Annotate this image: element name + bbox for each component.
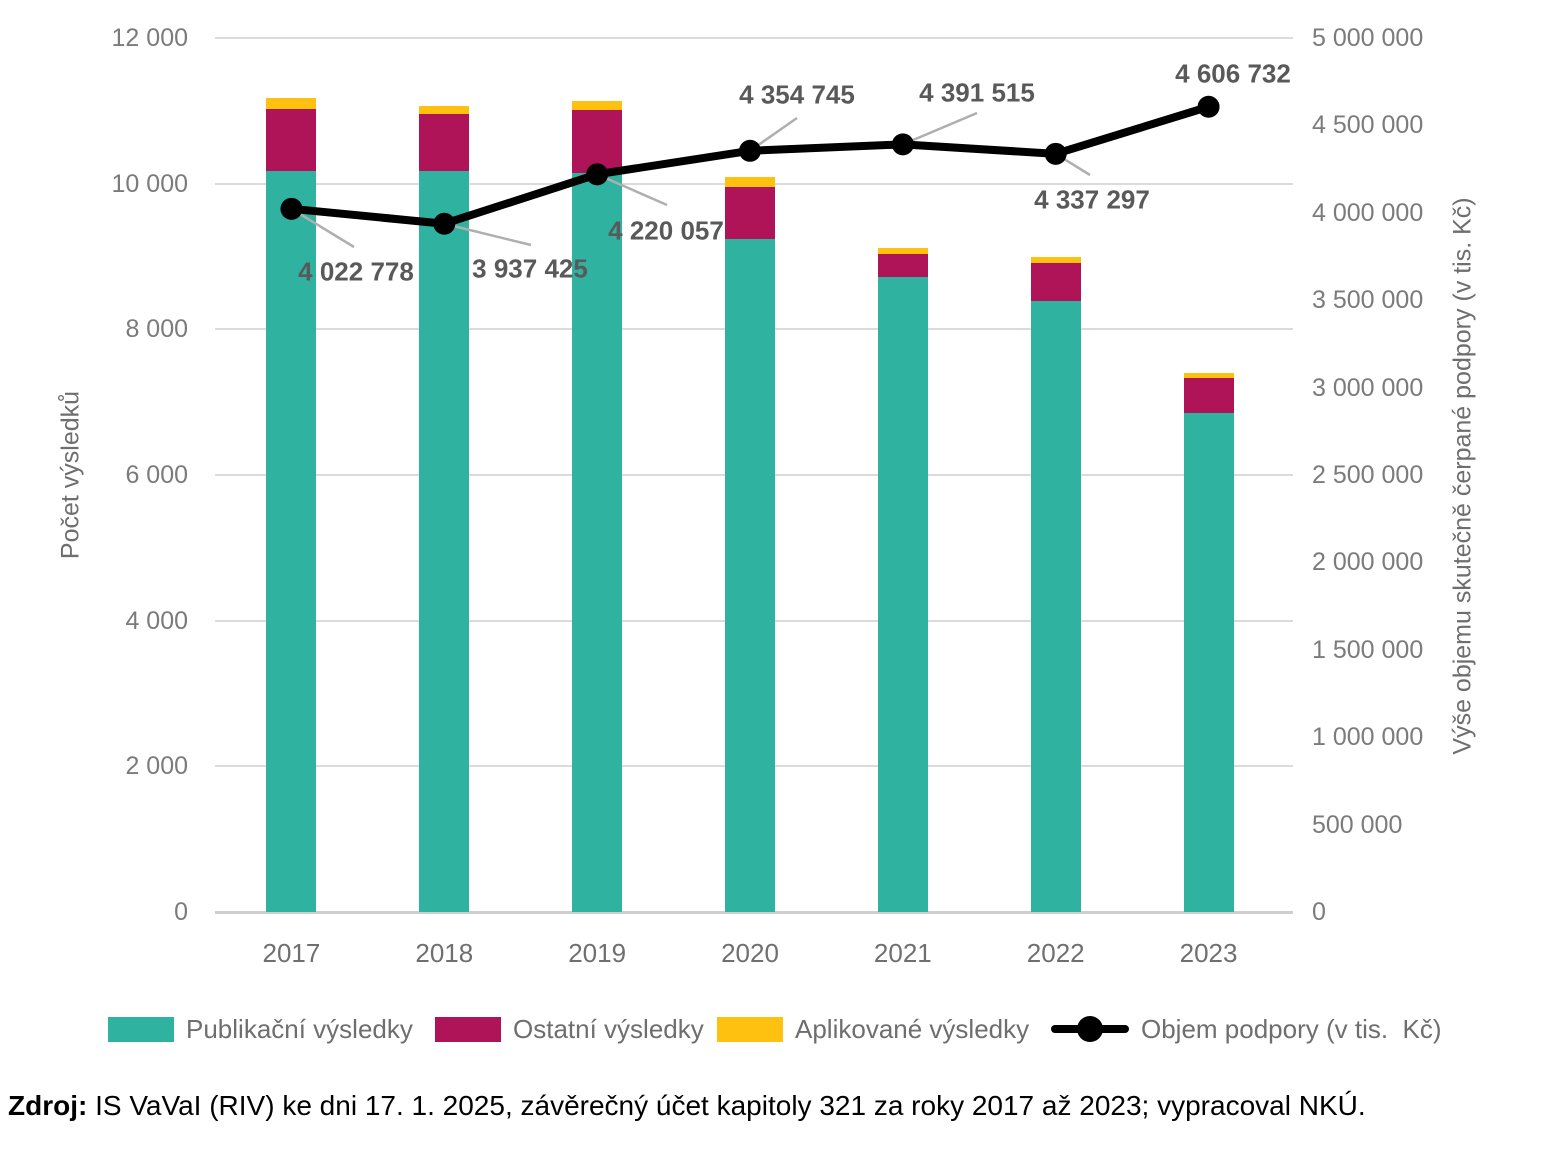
y-axis-right-tick-label: 4 000 000: [1312, 198, 1424, 227]
y-axis-left-tick-label: 12 000: [111, 24, 188, 52]
y-axis-right-tick-label: 2 500 000: [1312, 461, 1424, 489]
x-axis-line: [215, 911, 1293, 914]
line-point-data-label: 3 937 425: [472, 253, 588, 284]
y-axis-right-tick-label: 3 000 000: [1312, 373, 1424, 402]
line-point-marker: [586, 163, 609, 186]
bar-segment-ostatni: [1030, 263, 1081, 301]
bar-segment-ostatni: [266, 108, 317, 172]
bar-segment-publikacni: [572, 173, 623, 912]
y-axis-left-tick-label: 0: [174, 898, 188, 926]
legend-label-aplikovane: Aplikované výsledky: [795, 1013, 1030, 1044]
bar-segment-publikacni: [1183, 413, 1234, 912]
y-axis-right-tick-label: 4 500 000: [1312, 111, 1424, 140]
bar-segment-publikacni: [1030, 300, 1081, 912]
bar-segment-ostatni: [572, 110, 623, 174]
source-note-prefix: Zdroj:: [8, 1090, 88, 1121]
y-axis-right-tick-label: 500 000: [1312, 810, 1403, 839]
y-axis-left-tick-label: 8 000: [125, 315, 188, 344]
x-axis-label: 2023: [1179, 938, 1238, 968]
y-axis-right-tick-label: 0: [1312, 898, 1326, 926]
legend-label-publikacni: Publikační výsledky: [186, 1013, 413, 1044]
y-axis-right-tick-label: 3 500 000: [1312, 286, 1424, 315]
legend-item-objem-podpory: Objem podpory (v tis. Kč): [1051, 1006, 1442, 1052]
line-point-marker: [891, 133, 914, 156]
bar-segment-publikacni: [877, 276, 928, 912]
data-label-leader-line: [290, 207, 355, 249]
legend-swatch-publikacni: [108, 1016, 174, 1042]
legend-item-ostatni-vysledky: Ostatní výsledky: [435, 1006, 704, 1052]
source-note: Zdroj: IS VaVaI (RIV) ke dni 17. 1. 2025…: [8, 1090, 1366, 1122]
bar-segment-aplikovane: [877, 247, 928, 254]
bar-segment-ostatni: [1183, 378, 1234, 414]
line-point-marker: [433, 212, 456, 235]
x-axis-label: 2017: [262, 938, 321, 968]
bar-segment-ostatni: [877, 253, 928, 277]
legend-swatch-aplikovane: [717, 1016, 783, 1042]
legend-line-marker-icon: [1051, 1015, 1129, 1043]
x-axis-label: 2020: [721, 938, 779, 968]
x-axis-label: 2022: [1026, 938, 1085, 968]
y-axis-right-tick-label: 2 000 000: [1312, 548, 1424, 577]
gridline: [215, 37, 1293, 39]
x-axis-label: 2019: [568, 938, 627, 968]
data-label-leader-line: [596, 173, 668, 207]
bar-segment-aplikovane: [266, 98, 317, 109]
bar-segment-aplikovane: [1030, 256, 1081, 264]
y-axis-title-right: Výše objemu skutečně čerpané podpory (v …: [1448, 197, 1477, 755]
bar-segment-publikacni: [725, 239, 775, 912]
y-axis-right-tick-label: 1 500 000: [1312, 635, 1424, 664]
y-axis-right-tick-label: 1 000 000: [1312, 723, 1424, 752]
legend-item-aplikovane-vysledky: Aplikované výsledky: [717, 1006, 1029, 1052]
y-axis-left-tick-label: 4 000: [125, 606, 188, 635]
data-label-leader-line: [902, 111, 978, 146]
y-axis-left-tick-label: 6 000: [125, 461, 188, 489]
bar-segment-ostatni: [419, 113, 470, 172]
y-axis-title-left: Počet výsledků: [56, 390, 85, 560]
line-point-marker: [1197, 95, 1220, 118]
source-note-text: IS VaVaI (RIV) ke dni 17. 1. 2025, závěr…: [87, 1090, 1366, 1121]
legend-label-ostatni: Ostatní výsledky: [513, 1013, 704, 1044]
y-axis-right-tick-label: 5 000 000: [1312, 24, 1424, 52]
data-label-leader-line: [443, 222, 532, 247]
line-point-data-label: 4 606 732: [1175, 58, 1291, 89]
bar-segment-aplikovane: [572, 100, 623, 111]
bar-segment-aplikovane: [725, 177, 775, 187]
line-point-marker: [280, 197, 303, 220]
legend-swatch-ostatni: [435, 1016, 501, 1042]
y-axis-left-tick-label: 10 000: [111, 169, 188, 198]
line-point-data-label: 4 354 745: [739, 79, 855, 110]
x-axis-label: 2021: [873, 938, 932, 968]
legend-label-objem-podpory: Objem podpory (v tis. Kč): [1141, 1013, 1442, 1044]
bar-segment-ostatni: [725, 186, 775, 240]
bar-segment-publikacni: [419, 171, 470, 912]
x-axis-label: 2018: [415, 938, 474, 968]
legend-item-publikacni-vysledky: Publikační výsledky: [108, 1006, 413, 1052]
y-axis-left-tick-label: 2 000: [125, 752, 188, 781]
line-point-data-label: 4 337 297: [1034, 184, 1150, 215]
line-point-data-label: 4 022 778: [298, 256, 414, 287]
bar-segment-aplikovane: [419, 105, 470, 114]
line-point-data-label: 4 220 057: [608, 215, 724, 246]
line-point-data-label: 4 391 515: [919, 77, 1035, 108]
bar-segment-aplikovane: [1183, 372, 1234, 379]
bar-segment-publikacni: [266, 171, 317, 912]
line-point-marker: [1044, 142, 1067, 165]
line-point-marker: [739, 139, 761, 162]
